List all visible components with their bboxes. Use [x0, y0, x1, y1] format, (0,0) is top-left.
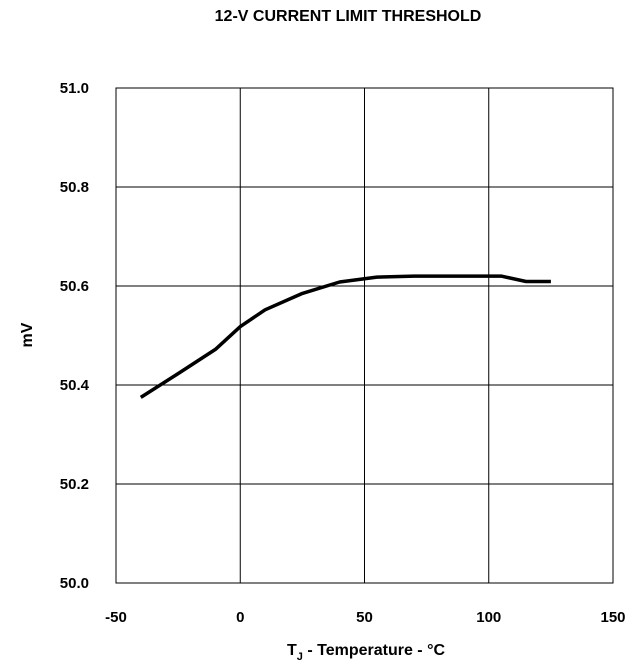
- y-tick-label: 50.2: [60, 476, 89, 493]
- x-tick-label: 100: [476, 609, 501, 626]
- x-axis-label-main: T: [287, 642, 297, 659]
- y-tick-label: 50.6: [60, 278, 89, 295]
- x-tick-label: -50: [105, 609, 127, 626]
- y-axis-label: mV: [19, 322, 36, 347]
- x-axis-label-rest: - Temperature - °C: [303, 642, 446, 659]
- y-axis-ticks: 50.0 50.2 50.4 50.6 50.8 51.0: [60, 80, 90, 592]
- chart-title: 12-V CURRENT LIMIT THRESHOLD: [0, 8, 644, 26]
- y-tick-label: 51.0: [60, 80, 89, 97]
- data-series: [139, 274, 551, 399]
- chart-title-text: 12-V CURRENT LIMIT THRESHOLD: [214, 8, 482, 25]
- y-tick-label: 50.4: [60, 377, 90, 394]
- chart-grid: [116, 88, 613, 583]
- series-line: [139, 274, 551, 399]
- plot-area-frame: [115, 87, 614, 584]
- x-tick-label: 0: [236, 609, 244, 626]
- x-axis-label-subscript: J: [297, 651, 303, 663]
- y-tick-label: 50.0: [60, 575, 89, 592]
- x-tick-label: 150: [600, 609, 625, 626]
- y-tick-label: 50.8: [60, 179, 89, 196]
- x-tick-label: 50: [356, 609, 373, 626]
- x-axis-ticks: -50 0 50 100 150: [105, 609, 625, 626]
- x-axis-label: TJ - Temperature - °C: [287, 642, 445, 663]
